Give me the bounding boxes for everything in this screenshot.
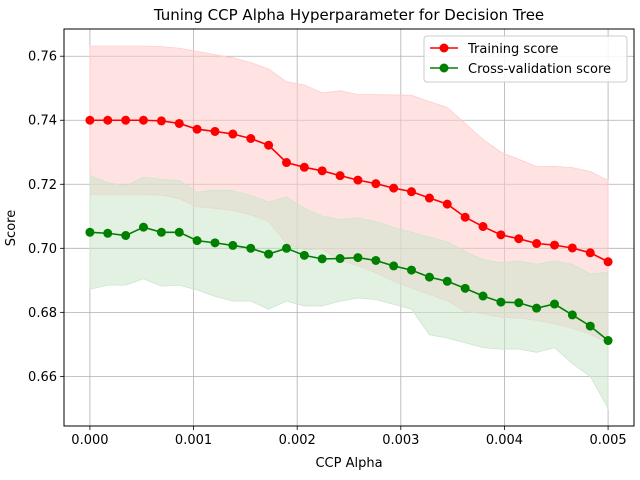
point-series-1 xyxy=(299,162,309,172)
point-series-2 xyxy=(282,243,292,253)
point-series-1 xyxy=(603,257,613,267)
x-tick-label: 0.003 xyxy=(382,433,419,448)
point-series-2 xyxy=(210,238,220,248)
confidence-bands xyxy=(89,45,609,410)
legend: Training score Cross-validation score xyxy=(423,35,628,83)
point-series-1 xyxy=(246,133,256,143)
point-series-1 xyxy=(103,115,113,125)
x-axis-label: CCP Alpha xyxy=(315,456,382,471)
point-series-2 xyxy=(121,231,131,241)
x-axis: 0.000 0.001 0.002 0.003 0.004 0.005 xyxy=(71,426,627,448)
legend-marker xyxy=(439,63,449,73)
point-series-2 xyxy=(567,310,577,320)
point-series-2 xyxy=(424,272,434,282)
band-series-2 xyxy=(89,174,609,410)
plot-frame xyxy=(63,28,635,427)
point-series-1 xyxy=(264,140,274,150)
point-series-2 xyxy=(585,321,595,331)
point-series-1 xyxy=(514,234,524,244)
point-series-1 xyxy=(371,179,381,189)
y-tick-label: 0.70 xyxy=(28,242,57,257)
point-series-2 xyxy=(85,227,95,237)
y-axis: 0.66 0.68 0.70 0.72 0.74 0.76 xyxy=(28,50,64,385)
point-series-1 xyxy=(335,171,345,181)
point-series-2 xyxy=(103,228,113,238)
point-series-2 xyxy=(389,261,399,271)
point-series-1 xyxy=(282,158,292,168)
x-tick-label: 0.004 xyxy=(486,433,523,448)
legend-label: Cross-validation score xyxy=(468,62,611,77)
y-axis-label: Score xyxy=(4,210,19,246)
point-series-2 xyxy=(532,303,542,313)
point-series-2 xyxy=(138,222,148,232)
y-tick-label: 0.76 xyxy=(28,50,57,65)
point-series-1 xyxy=(389,183,399,193)
point-series-1 xyxy=(567,243,577,253)
x-tick-label: 0.005 xyxy=(589,433,626,448)
legend-marker xyxy=(439,43,449,53)
point-series-1 xyxy=(174,118,184,128)
legend-box xyxy=(423,35,628,83)
point-series-2 xyxy=(371,255,381,265)
x-tick-label: 0.000 xyxy=(71,433,108,448)
point-series-2 xyxy=(246,243,256,253)
point-series-2 xyxy=(353,253,363,263)
point-series-2 xyxy=(335,254,345,264)
y-tick-label: 0.66 xyxy=(28,370,57,385)
x-tick-label: 0.002 xyxy=(279,433,316,448)
point-series-2 xyxy=(478,291,488,301)
point-series-2 xyxy=(192,236,202,246)
point-series-2 xyxy=(299,250,309,260)
point-series-1 xyxy=(550,240,560,250)
point-series-1 xyxy=(353,175,363,185)
point-series-1 xyxy=(85,115,95,125)
point-series-1 xyxy=(138,115,148,125)
point-series-2 xyxy=(442,276,452,286)
x-tick-label: 0.001 xyxy=(175,433,212,448)
point-series-1 xyxy=(442,199,452,209)
point-series-2 xyxy=(264,249,274,259)
point-series-1 xyxy=(228,129,238,139)
y-tick-label: 0.72 xyxy=(28,178,57,193)
point-series-2 xyxy=(317,254,327,264)
point-series-1 xyxy=(406,187,416,197)
point-series-1 xyxy=(424,193,434,203)
point-series-2 xyxy=(228,240,238,250)
chart-title: Tuning CCP Alpha Hyperparameter for Deci… xyxy=(153,6,544,24)
point-series-2 xyxy=(550,299,560,309)
point-series-1 xyxy=(156,116,166,126)
point-series-2 xyxy=(460,283,470,293)
point-series-1 xyxy=(585,248,595,258)
point-series-1 xyxy=(192,124,202,134)
point-series-2 xyxy=(603,336,613,346)
point-series-1 xyxy=(478,222,488,232)
point-series-1 xyxy=(496,230,506,240)
point-series-2 xyxy=(496,297,506,307)
point-series-1 xyxy=(460,212,470,222)
point-series-2 xyxy=(174,227,184,237)
series-points xyxy=(85,115,613,346)
y-tick-label: 0.74 xyxy=(28,114,57,129)
point-series-1 xyxy=(121,115,131,125)
point-series-2 xyxy=(514,298,524,308)
point-series-2 xyxy=(406,265,416,275)
point-series-1 xyxy=(210,126,220,136)
point-series-1 xyxy=(317,166,327,176)
point-series-2 xyxy=(156,227,166,237)
legend-label: Training score xyxy=(467,42,558,57)
y-tick-label: 0.68 xyxy=(28,306,57,321)
point-series-1 xyxy=(532,239,542,249)
